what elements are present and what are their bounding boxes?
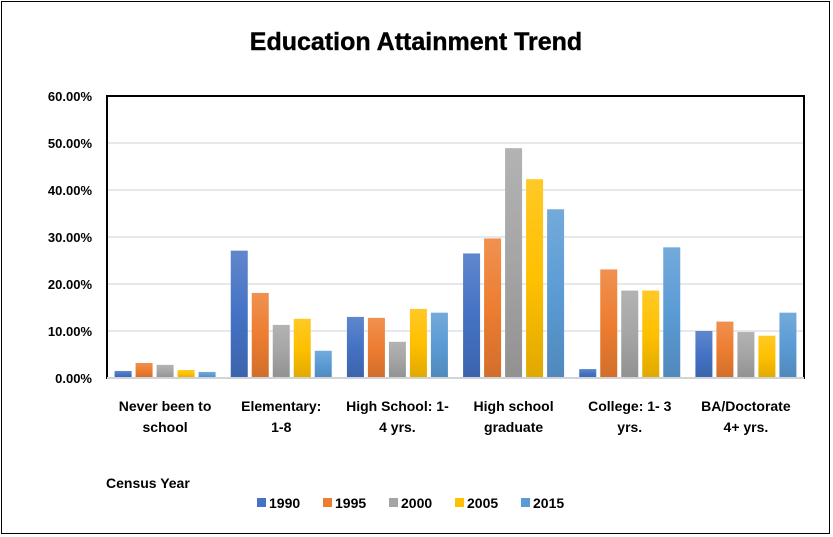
bar-1995-2	[367, 317, 385, 378]
bar-2005-3	[526, 179, 544, 378]
legend-label-2000: 2000	[401, 495, 432, 511]
x-category-label: 4 yrs.	[379, 419, 416, 435]
y-tick-label: 20.00%	[48, 277, 93, 292]
bar-2005-4	[642, 290, 660, 378]
bar-2005-5	[758, 335, 776, 378]
bar-1995-4	[600, 269, 618, 378]
x-category-label: BA/Doctorate	[701, 398, 791, 414]
x-category-label: College: 1- 3	[588, 398, 671, 414]
y-tick-label: 10.00%	[48, 324, 93, 339]
y-tick-label: 60.00%	[48, 89, 93, 104]
x-category-label: Elementary:	[241, 398, 321, 414]
x-category-label: 1-8	[271, 419, 291, 435]
legend-swatch-1990	[257, 498, 266, 507]
chart-title: Education Attainment Trend	[250, 28, 582, 56]
legend-swatch-2005	[455, 498, 464, 507]
legend-label-2005: 2005	[467, 495, 498, 511]
bar-2000-1	[272, 324, 290, 378]
bar-1995-5	[716, 321, 734, 378]
x-category-label: Never been to	[119, 398, 212, 414]
bar-2015-1	[314, 350, 332, 378]
legend-label-1995: 1995	[335, 495, 366, 511]
bar-1995-3	[484, 238, 502, 378]
bar-2005-1	[293, 318, 311, 378]
bar-1990-1	[230, 250, 248, 378]
legend-swatch-2000	[389, 498, 398, 507]
bar-2015-3	[547, 209, 565, 378]
x-category-label: High School: 1-	[346, 398, 449, 414]
y-tick-label: 40.00%	[48, 183, 93, 198]
bar-2015-5	[779, 312, 797, 378]
x-category-label: school	[143, 419, 188, 435]
bar-1990-4	[579, 369, 597, 378]
legend-swatch-1995	[323, 498, 332, 507]
bar-2015-4	[663, 247, 681, 378]
y-tick-label: 30.00%	[48, 230, 93, 245]
y-tick-label: 50.00%	[48, 136, 93, 151]
y-tick-label: 0.00%	[55, 371, 92, 386]
bar-2000-4	[621, 290, 639, 378]
bar-2005-2	[409, 308, 427, 378]
bar-2000-5	[737, 331, 755, 378]
x-category-label: graduate	[484, 419, 543, 435]
bar-2015-2	[430, 312, 448, 378]
legend-swatch-2015	[521, 498, 530, 507]
bar-1990-5	[695, 331, 713, 378]
bar-2015-0	[198, 371, 216, 378]
bar-1990-3	[463, 253, 481, 378]
bar-1990-2	[346, 316, 364, 378]
x-category-label: High school	[474, 398, 554, 414]
bar-2000-0	[156, 364, 174, 378]
legend-label-2015: 2015	[533, 495, 564, 511]
bar-2000-3	[505, 148, 523, 378]
bar-1995-0	[135, 362, 153, 378]
bar-2000-2	[388, 341, 406, 378]
x-category-label: yrs.	[617, 419, 642, 435]
bar-1995-1	[251, 292, 269, 378]
x-category-label: 4+ yrs.	[724, 419, 769, 435]
bar-2005-0	[177, 370, 195, 378]
legend-label-1990: 1990	[269, 495, 300, 511]
bar-1990-0	[114, 370, 132, 378]
legend-title: Census Year	[106, 475, 190, 491]
